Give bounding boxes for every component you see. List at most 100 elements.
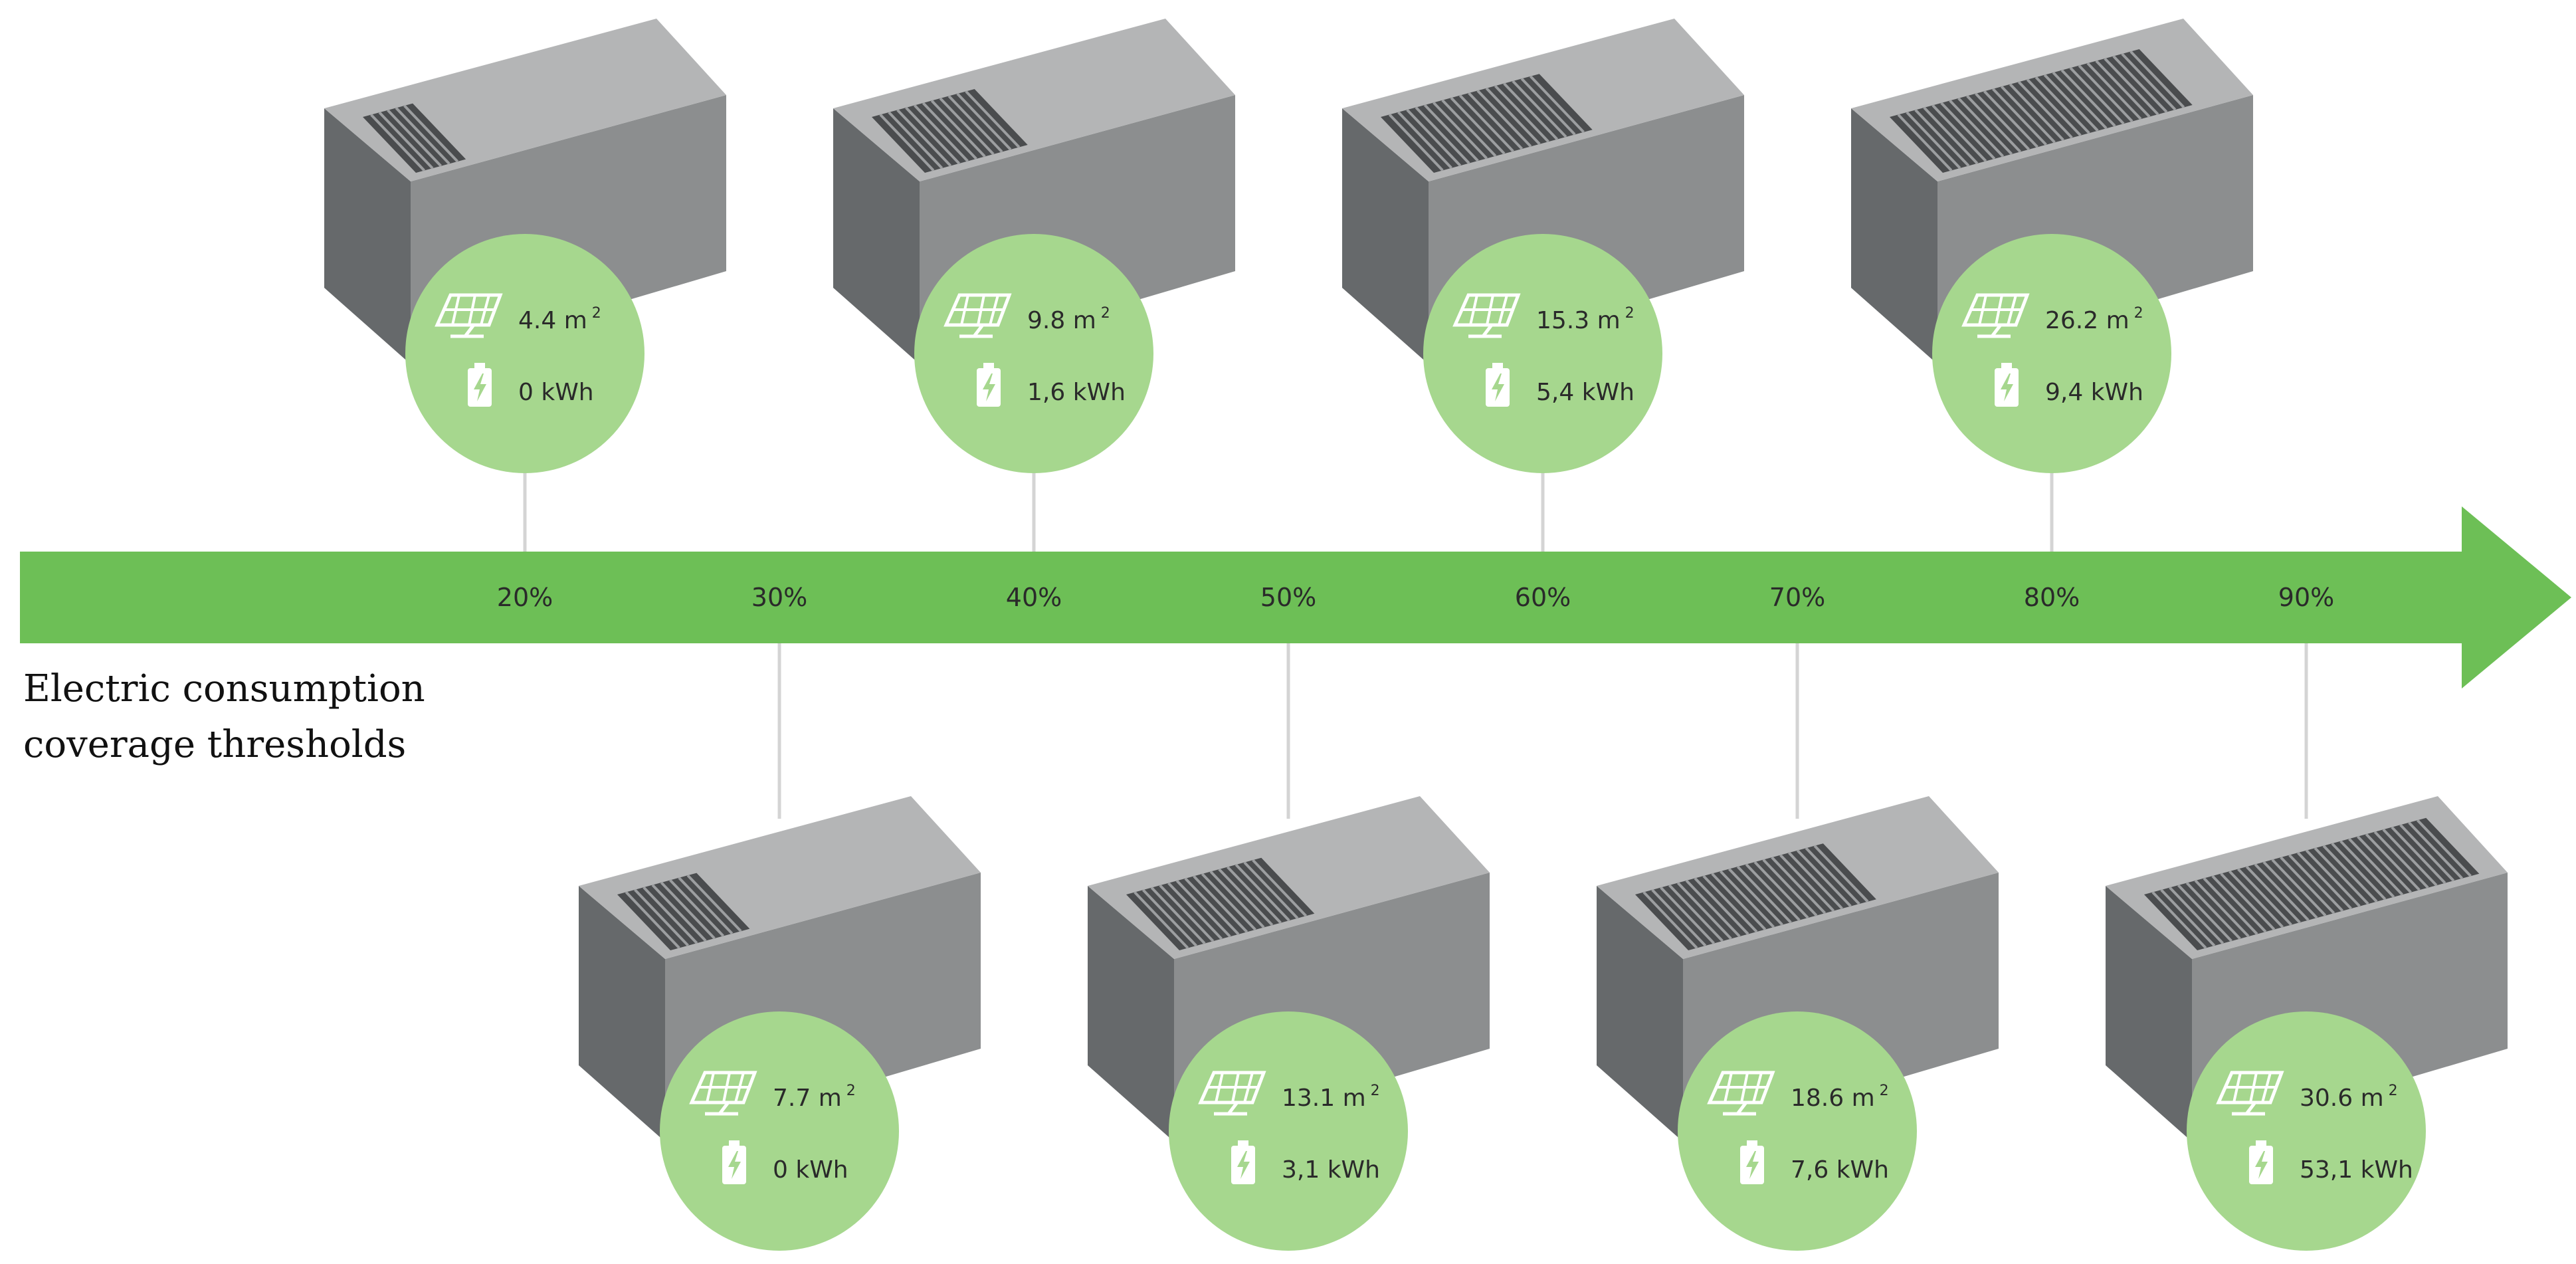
solar-panel-strip xyxy=(1890,49,2193,173)
solar-panel-cell-line xyxy=(1711,873,1767,930)
solar-panel-cell-line xyxy=(1141,889,1197,947)
solar-panel-cell-line xyxy=(2052,71,2108,130)
solar-panel-cell-line xyxy=(1897,114,1953,171)
solar-panel-cell-line xyxy=(2017,80,2073,139)
info-bubble-20: 4.4 m 2 0 kWh xyxy=(405,234,644,473)
solar-panel-cell-line xyxy=(939,97,995,156)
solar-panel-cell-line xyxy=(2086,62,2142,120)
solar-panel-cell-line xyxy=(947,95,1003,153)
bubble-circle xyxy=(1678,1011,1917,1251)
threshold-label-30: 30% xyxy=(751,583,807,612)
solar-panel-cell-line xyxy=(1175,879,1231,938)
panel-area-value: 4.4 m 2 xyxy=(518,305,601,334)
solar-panel-cell-line xyxy=(1660,887,1716,944)
caption-line-1: Electric consumption xyxy=(23,667,425,710)
solar-panel-cell-line xyxy=(922,102,977,160)
solar-panel-cell-line xyxy=(1745,863,1801,921)
bubble-circle xyxy=(660,1011,899,1251)
solar-panel-cell-line xyxy=(2373,831,2429,889)
battery-capacity-value: 0 kWh xyxy=(773,1156,848,1184)
solar-panel-strip xyxy=(1635,843,1876,950)
solar-panel-cell-line xyxy=(1651,889,1707,947)
solar-panel-cell-line xyxy=(1685,879,1741,938)
battery-icon xyxy=(1740,1140,1764,1184)
battery-icon xyxy=(722,1140,746,1184)
solar-panel-cell-line xyxy=(403,104,459,163)
solar-panel-cell-line xyxy=(1235,863,1290,922)
building-side xyxy=(2106,886,2192,1142)
solar-panel-cell-line xyxy=(2220,873,2276,930)
building-90: 30.6 m 2 53,1 kWh xyxy=(2106,796,2508,1251)
solar-panel-cell-line xyxy=(1201,873,1256,931)
solar-panel-cell-line xyxy=(1923,106,1979,165)
solar-panel-cell-line xyxy=(634,889,689,947)
solar-panel-cell-line xyxy=(1694,877,1749,935)
solar-panel-cell-line xyxy=(1957,97,2013,156)
building-80: 26.2 m 2 9,4 kWh xyxy=(1851,19,2253,473)
battery-capacity-value: 0 kWh xyxy=(518,379,594,406)
solar-panel-cell-line xyxy=(2322,845,2378,903)
solar-panel-cell-line xyxy=(1193,875,1248,933)
solar-panel-cell-line xyxy=(1787,851,1843,910)
solar-panel-cell-line xyxy=(1468,92,1524,150)
solar-panel-cell-line xyxy=(2203,877,2258,935)
solar-panel-icon xyxy=(689,1071,757,1116)
battery-capacity-value: 5,4 kWh xyxy=(1536,379,1635,406)
battery-capacity-value: 7,6 kWh xyxy=(1791,1156,1889,1184)
solar-panel-cell-line xyxy=(1796,849,1852,908)
threshold-label-60: 60% xyxy=(1515,583,1571,612)
solar-panel-cell-line xyxy=(1805,847,1860,905)
solar-panel-cell-line xyxy=(2288,854,2344,912)
threshold-label-80: 80% xyxy=(2024,583,2080,612)
solar-panel-cell-line xyxy=(1753,861,1809,919)
solar-panel-cell-line xyxy=(1209,871,1265,928)
timeline-arrow xyxy=(20,506,2571,688)
solar-panel-cell-line xyxy=(678,877,734,935)
building-30: 7.7 m 2 0 kWh xyxy=(579,796,981,1251)
solar-panel-icon xyxy=(2216,1071,2284,1116)
solar-panel-cell-line xyxy=(1476,90,1532,148)
solar-panel-cell-line xyxy=(1134,891,1189,949)
solar-panel-cell-line xyxy=(2121,53,2177,111)
panel-area-value: 18.6 m 2 xyxy=(1791,1083,1889,1112)
building-side xyxy=(1851,108,1937,364)
solar-panel-cell-line xyxy=(1914,109,1970,167)
battery-capacity-value: 53,1 kWh xyxy=(2300,1156,2413,1184)
solar-panel-cell-line xyxy=(1992,88,2047,146)
solar-panel-cell-line xyxy=(2331,842,2387,900)
battery-capacity-value: 3,1 kWh xyxy=(1282,1156,1380,1184)
solar-panel-icon xyxy=(435,293,503,338)
solar-panel-strip xyxy=(363,103,466,173)
info-bubble-50: 13.1 m 2 3,1 kWh xyxy=(1169,1011,1408,1251)
solar-panel-cell-line xyxy=(2348,837,2404,896)
solar-panel-cell-line xyxy=(879,114,935,171)
solar-panel-cell-line xyxy=(2043,74,2099,132)
solar-panel-cell-line xyxy=(1150,887,1206,945)
building-60: 15.3 m 2 5,4 kWh xyxy=(1342,19,1744,473)
info-bubble-90: 30.6 m 2 53,1 kWh xyxy=(2187,1011,2426,1251)
solar-panel-cell-line xyxy=(1167,882,1223,940)
solar-panel-cell-line xyxy=(643,886,698,944)
solar-panel-cell-line xyxy=(686,874,742,932)
solar-panel-cell-line xyxy=(1159,884,1215,942)
solar-panel-cell-line xyxy=(2069,66,2125,125)
building-side xyxy=(324,108,411,364)
battery-icon xyxy=(1995,363,2019,407)
solar-panel-cell-line xyxy=(1433,102,1488,159)
solar-panel-cell-line xyxy=(2185,882,2241,940)
solar-panel-cell-line xyxy=(1218,868,1274,926)
bubble-circle xyxy=(1169,1011,1408,1251)
panel-area-value: 13.1 m 2 xyxy=(1282,1083,1380,1112)
bubble-circle xyxy=(1932,234,2171,473)
solar-panel-icon xyxy=(1961,293,2030,338)
panel-area-value: 9.8 m 2 xyxy=(1027,305,1110,334)
solar-panel-cell-line xyxy=(1184,877,1240,936)
solar-panel-cell-line xyxy=(1415,106,1470,164)
solar-panel-strip xyxy=(872,89,1028,173)
solar-panel-cell-line xyxy=(1906,111,1961,169)
solar-panel-cell-line xyxy=(2245,865,2301,924)
building-50: 13.1 m 2 3,1 kWh xyxy=(1088,796,1490,1251)
solar-panel-strip xyxy=(1126,857,1315,950)
solar-panel-cell-line xyxy=(896,109,952,167)
